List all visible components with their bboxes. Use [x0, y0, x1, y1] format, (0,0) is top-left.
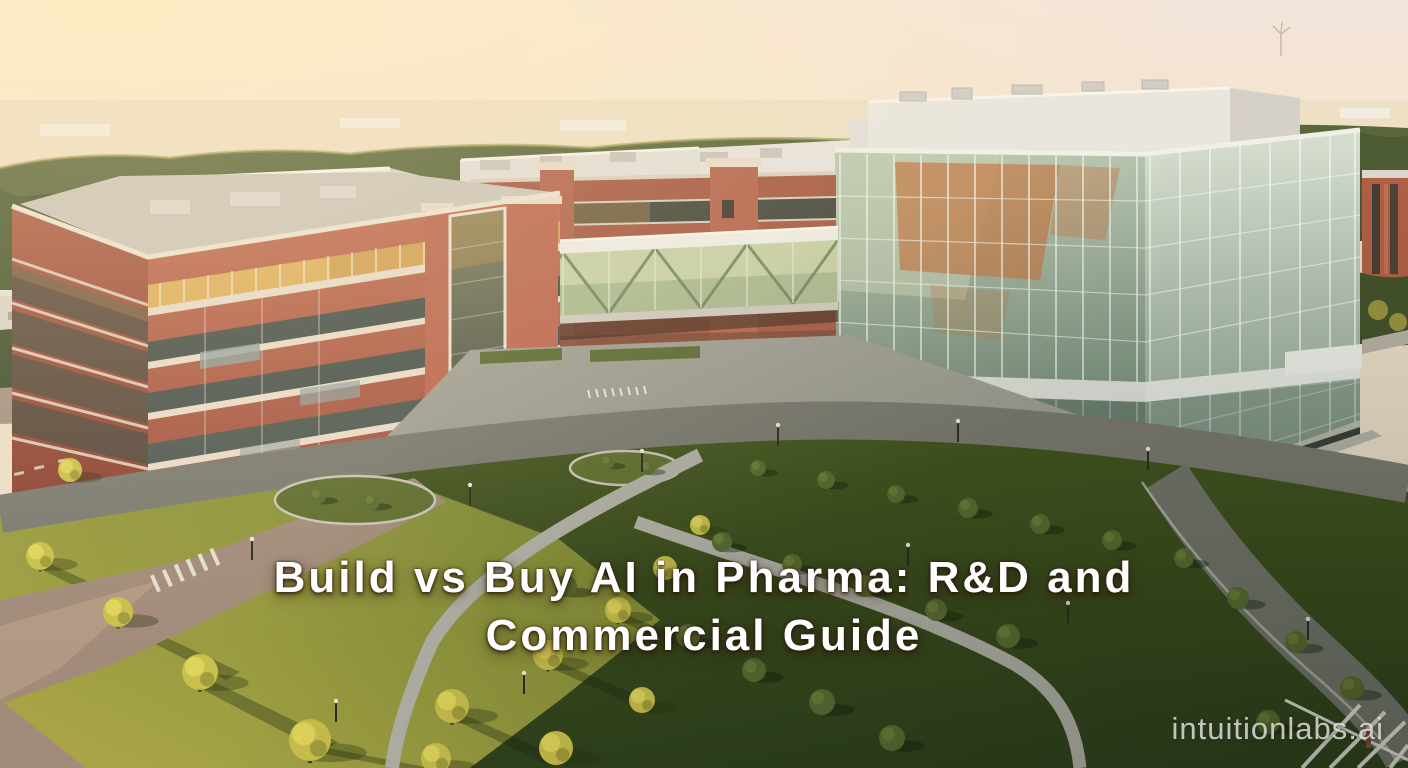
- article-title-line1: Build vs Buy AI in Pharma: R&D and: [273, 553, 1135, 602]
- watermark: intuitionlabs.ai: [1171, 711, 1384, 746]
- article-title-line2: Commercial Guide: [485, 611, 923, 660]
- article-title: Build vs Buy AI in Pharma: R&D and Comme…: [0, 549, 1408, 665]
